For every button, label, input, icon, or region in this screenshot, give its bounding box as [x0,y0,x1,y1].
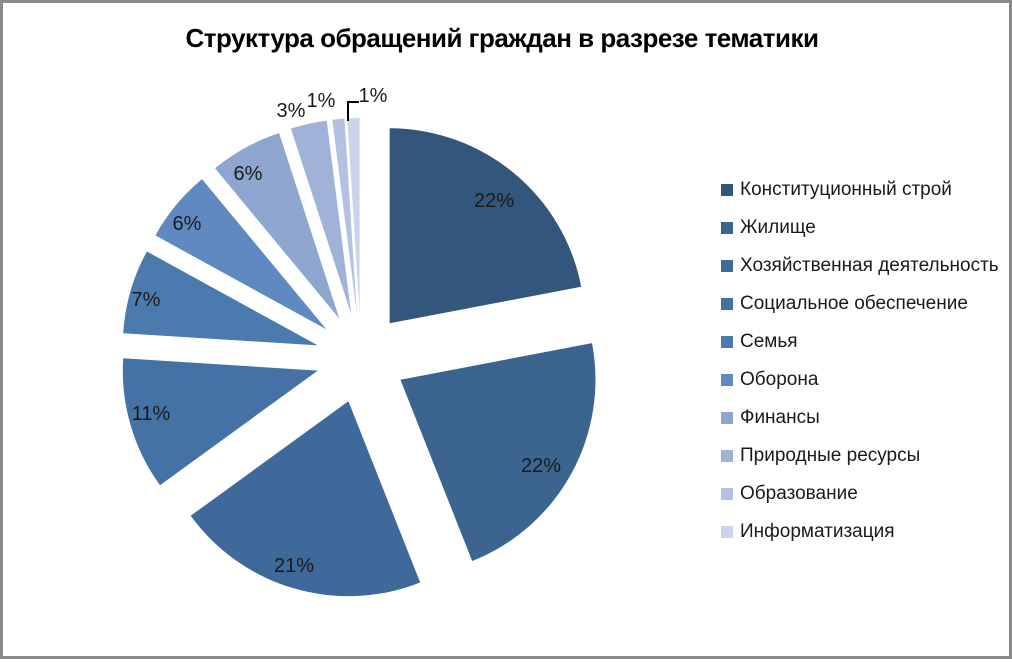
slice-percent-label: 11% [132,403,171,425]
legend-item-label: Семья [740,331,798,352]
legend-item: Информатизация [721,513,999,551]
pie-slice [155,179,327,330]
pie-chart: 22%22%21%11%7%6%6%3% 1% 1% [122,85,596,597]
legend-swatch [721,260,733,272]
legend-item: Оборона [721,361,999,399]
chart-legend: Конституционный строй Жилище Хозяйственная… [721,171,999,551]
slice-percent-label: 3% [277,100,306,122]
legend-item: Образование [721,475,999,513]
pie-slice [290,120,352,315]
slice-percent-label: 6% [173,213,202,235]
legend-item-label: Образование [740,483,858,504]
pie-slice [215,133,340,319]
legend-item: Социальное обеспечение [721,285,999,323]
pie-slice [389,128,582,324]
slice-percent-label: 7% [132,289,161,311]
legend-swatch [721,184,733,196]
legend-swatch [721,222,733,234]
legend-item: Жилище [721,209,999,247]
legend-swatch [721,336,733,348]
legend-item-label: Социальное обеспечение [740,293,968,314]
slice-percent-label: 1% [307,90,336,112]
pie-slice [123,251,318,346]
pie-slice [400,343,596,561]
slice-percent-label: 1% [359,85,388,107]
legend-item: Финансы [721,399,999,437]
legend-swatch [721,450,733,462]
pie-slice [332,118,357,314]
legend-item-label: Финансы [740,407,820,428]
legend-swatch [721,298,733,310]
pie-slice [347,118,360,313]
legend-swatch [721,526,733,538]
legend-item-label: Хозяйственная деятельность [740,255,999,276]
slice-percent-label: 22% [474,190,514,212]
label-leader-line [347,101,359,121]
legend-item-label: Природные ресурсы [740,445,921,466]
legend-item: Семья [721,323,999,361]
chart-title: Структура обращений граждан в разрезе те… [185,23,819,53]
legend-item-label: Жилище [740,217,816,238]
legend-item: Природные ресурсы [721,437,999,475]
legend-item-label: Конституционный строй [740,179,952,200]
legend-item-label: Информатизация [740,521,895,542]
pie-slice [122,358,318,486]
slice-percent-label: 6% [234,163,263,185]
legend-item: Конституционный строй [721,171,999,209]
legend-swatch [721,374,733,386]
pie-slice [190,401,421,597]
legend-item: Хозяйственная деятельность [721,247,999,285]
slice-percent-label: 22% [521,455,561,477]
legend-swatch [721,412,733,424]
slice-percent-label: 21% [274,555,314,577]
legend-item-label: Оборона [740,369,819,390]
legend-swatch [721,488,733,500]
